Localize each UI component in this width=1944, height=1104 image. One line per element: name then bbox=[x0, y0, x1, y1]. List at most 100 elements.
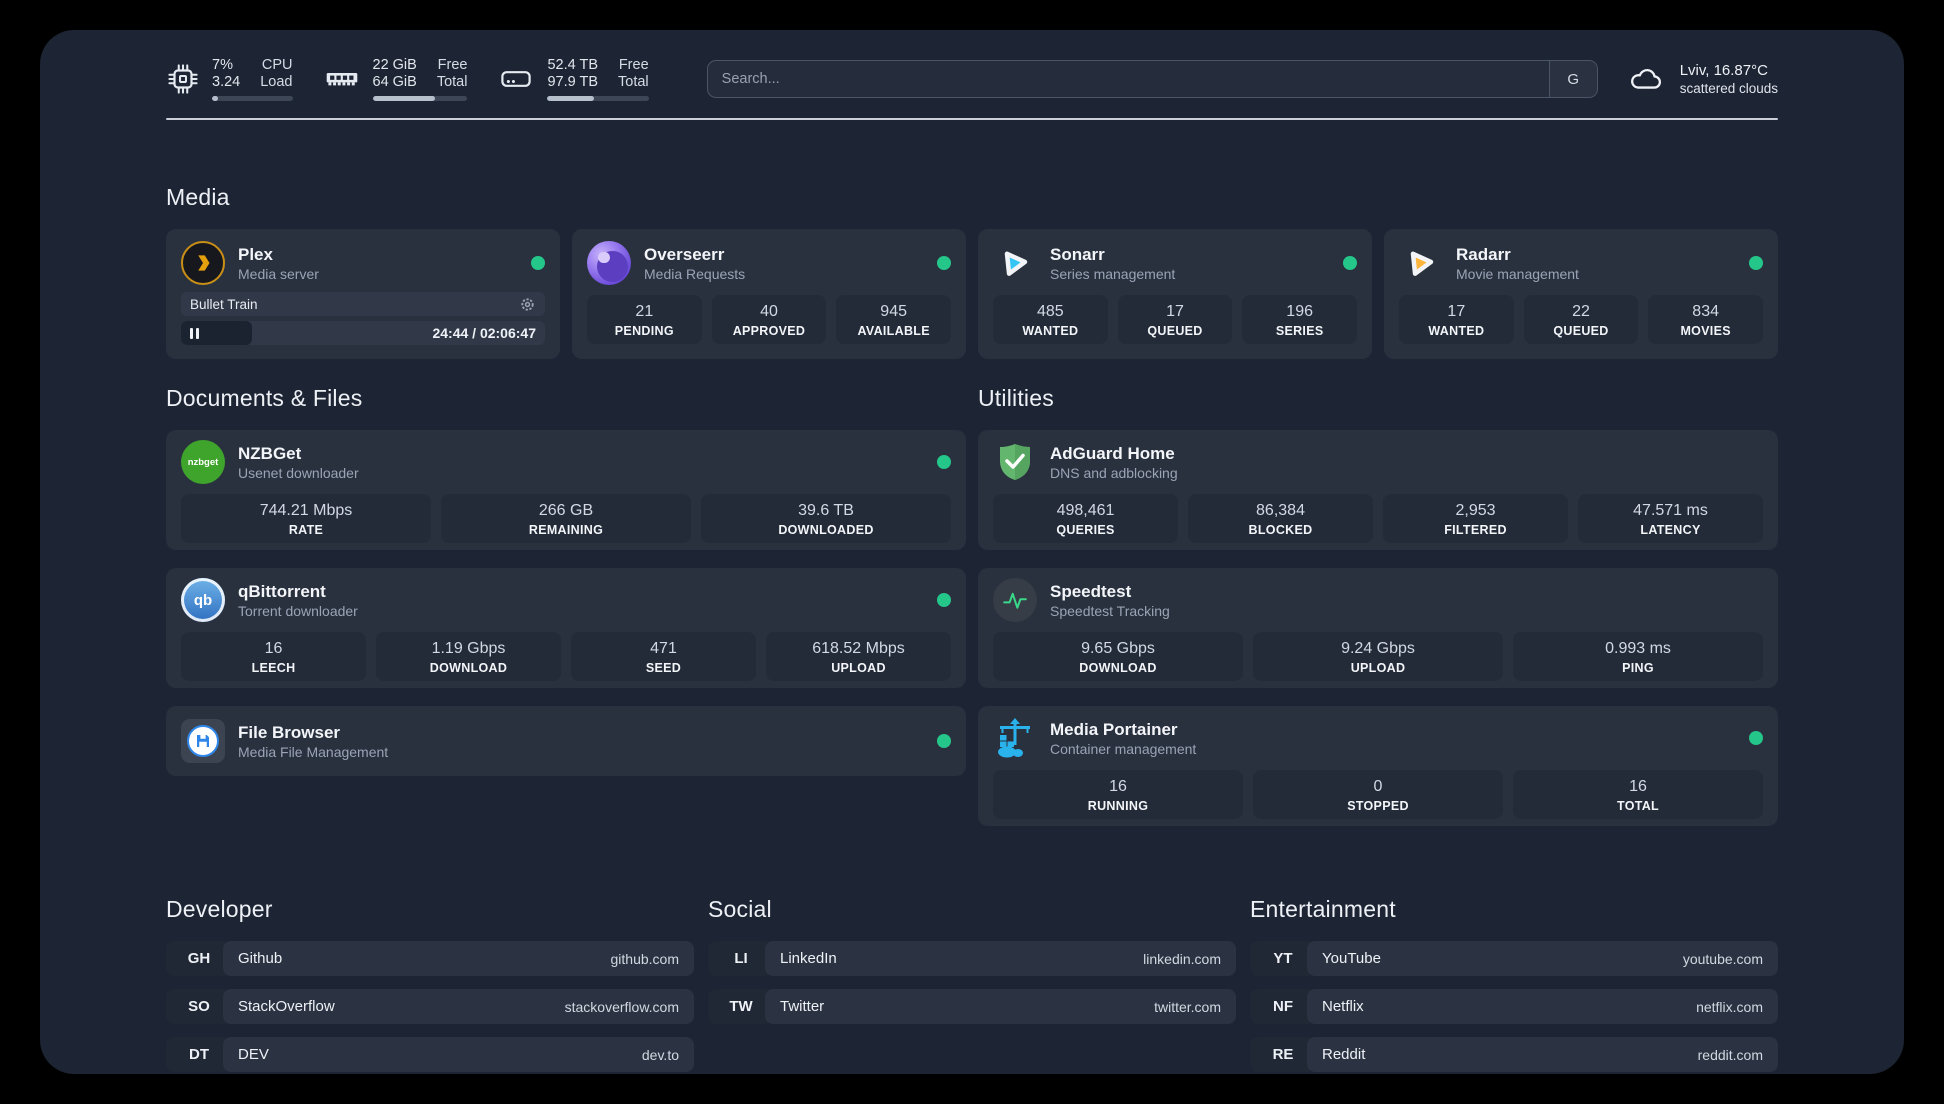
link-row-youtube[interactable]: YT YouTube youtube.com bbox=[1250, 941, 1778, 976]
app-description: DNS and adblocking bbox=[1050, 464, 1178, 481]
header-divider bbox=[166, 118, 1778, 120]
app-card-portainer[interactable]: Media Portainer Container management 16 … bbox=[978, 706, 1778, 826]
link-row-reddit[interactable]: RE Reddit reddit.com bbox=[1250, 1037, 1778, 1072]
stat-label: BLOCKED bbox=[1248, 523, 1313, 537]
memory-usage-bar bbox=[372, 96, 468, 101]
stat-label: LEECH bbox=[251, 661, 296, 675]
stat-label: LATENCY bbox=[1640, 523, 1701, 537]
app-card-speedtest[interactable]: Speedtest Speedtest Tracking 9.65 Gbps D… bbox=[978, 568, 1778, 688]
app-card-plex[interactable]: Plex Media server Bullet Train bbox=[166, 229, 560, 359]
stat-tile: 0 STOPPED bbox=[1253, 770, 1503, 819]
entertainment-links-column: Entertainment YT YouTube youtube.com NF … bbox=[1250, 896, 1778, 1085]
link-url: dev.to bbox=[641, 1046, 679, 1063]
stat-label: DOWNLOAD bbox=[1079, 661, 1157, 675]
stat-tile: 9.65 Gbps DOWNLOAD bbox=[993, 632, 1243, 681]
stat-label: RUNNING bbox=[1087, 799, 1149, 813]
app-name: NZBGet bbox=[238, 443, 302, 463]
link-row-github[interactable]: GH Github github.com bbox=[166, 941, 694, 976]
filebrowser-logo-icon bbox=[181, 719, 225, 763]
social-links-column: Social LI LinkedIn linkedin.com TW Twitt… bbox=[708, 896, 1236, 1085]
app-description: Media File Management bbox=[238, 743, 389, 760]
link-name: Netflix bbox=[1322, 998, 1364, 1015]
link-row-stackoverflow[interactable]: SO StackOverflow stackoverflow.com bbox=[166, 989, 694, 1024]
app-card-sonarr[interactable]: Sonarr Series management 485 WANTED 17 Q… bbox=[978, 229, 1372, 359]
app-card-filebrowser[interactable]: File Browser Media File Management bbox=[166, 706, 966, 776]
stat-tile: 16 LEECH bbox=[181, 632, 366, 681]
link-abbr: DT bbox=[166, 1037, 232, 1072]
cpu-usage-bar bbox=[212, 96, 293, 101]
portainer-logo-icon bbox=[993, 716, 1037, 760]
section-title-entertainment: Entertainment bbox=[1250, 896, 1396, 922]
stat-tile: 17 QUEUED bbox=[1117, 295, 1233, 344]
top-bar: 7% 3.24 CPU Load bbox=[166, 56, 1778, 102]
stat-tile: 40 APPROVED bbox=[711, 295, 827, 344]
link-row-linkedin[interactable]: LI LinkedIn linkedin.com bbox=[708, 941, 1236, 976]
link-url: netflix.com bbox=[1696, 998, 1763, 1015]
stat-value: 16 bbox=[264, 640, 283, 657]
pause-icon bbox=[190, 327, 193, 339]
stat-value: 266 GB bbox=[538, 502, 594, 519]
link-row-netflix[interactable]: NF Netflix netflix.com bbox=[1250, 989, 1778, 1024]
cloud-icon bbox=[1630, 69, 1661, 89]
section-title-utilities: Utilities bbox=[978, 385, 1054, 411]
stat-value: 47.571 ms bbox=[1633, 502, 1708, 519]
qbittorrent-logo-icon: qb bbox=[181, 578, 225, 622]
stat-tile: 485 WANTED bbox=[993, 295, 1108, 344]
stat-tile: 16 TOTAL bbox=[1513, 770, 1763, 819]
app-card-nzbget[interactable]: nzbget NZBGet Usenet downloader 744.21 M… bbox=[166, 430, 966, 550]
stat-value: 22 bbox=[1572, 303, 1590, 320]
cpu-metric: 7% 3.24 CPU Load bbox=[166, 57, 293, 101]
app-description: Usenet downloader bbox=[238, 464, 359, 481]
section-title-documents: Documents & Files bbox=[166, 385, 363, 411]
weather-location-temp: Lviv, 16.87°C bbox=[1679, 62, 1768, 79]
link-name: YouTube bbox=[1322, 950, 1381, 967]
link-url: github.com bbox=[610, 950, 679, 967]
stat-tile: 834 MOVIES bbox=[1648, 295, 1763, 344]
stat-label: DOWNLOADED bbox=[778, 523, 874, 537]
status-online-dot bbox=[1749, 256, 1763, 270]
stat-tile: 498,461 QUERIES bbox=[993, 494, 1178, 543]
stat-value: 498,461 bbox=[1056, 502, 1115, 519]
link-name: LinkedIn bbox=[780, 950, 837, 967]
app-card-adguard[interactable]: AdGuard Home DNS and adblocking 498,461 … bbox=[978, 430, 1778, 550]
media-card-grid: Plex Media server Bullet Train bbox=[166, 229, 1778, 359]
stat-value: 39.6 TB bbox=[798, 502, 854, 519]
app-card-radarr[interactable]: Radarr Movie management 17 WANTED 22 QUE… bbox=[1384, 229, 1778, 359]
link-abbr: GH bbox=[166, 941, 232, 976]
link-row-twitter[interactable]: TW Twitter twitter.com bbox=[708, 989, 1236, 1024]
storage-free-value: 52.4 TB bbox=[547, 57, 599, 73]
search-engine-button[interactable]: G bbox=[1548, 61, 1597, 97]
app-card-qbittorrent[interactable]: qb qBittorrent Torrent downloader 16 LEE… bbox=[166, 568, 966, 688]
link-url: twitter.com bbox=[1154, 998, 1221, 1015]
memory-free-value: 22 GiB bbox=[372, 57, 417, 73]
status-online-dot bbox=[531, 256, 545, 270]
section-title-social: Social bbox=[708, 896, 772, 922]
weather-condition: scattered clouds bbox=[1679, 81, 1778, 96]
stat-label: TOTAL bbox=[1616, 799, 1659, 813]
stat-value: 744.21 Mbps bbox=[259, 502, 353, 519]
playback-progress-bar[interactable]: 24:44 / 02:06:47 bbox=[181, 321, 545, 345]
stat-value: 16 bbox=[1629, 778, 1647, 795]
nzbget-logo-icon: nzbget bbox=[181, 440, 225, 484]
developer-links-column: Developer GH Github github.com SO StackO… bbox=[166, 896, 694, 1085]
app-description: Speedtest Tracking bbox=[1050, 602, 1170, 619]
search-input[interactable] bbox=[707, 61, 1549, 97]
cpu-usage-label: CPU bbox=[261, 57, 293, 73]
playback-time: 24:44 / 02:06:47 bbox=[432, 325, 536, 341]
stat-value: 485 bbox=[1036, 303, 1064, 320]
memory-total-value: 64 GiB bbox=[372, 74, 417, 90]
storage-total-value: 97.9 TB bbox=[547, 74, 599, 90]
stat-label: WANTED bbox=[1022, 324, 1079, 338]
overseerr-logo-icon bbox=[587, 241, 631, 285]
now-playing-title: Bullet Train bbox=[190, 296, 258, 312]
stat-tile: 21 PENDING bbox=[587, 295, 702, 344]
cpu-load-label: Load bbox=[260, 74, 293, 90]
stat-value: 2,953 bbox=[1455, 502, 1496, 519]
link-row-dev[interactable]: DT DEV dev.to bbox=[166, 1037, 694, 1072]
stat-label: REMAINING bbox=[528, 523, 604, 537]
cpu-load-value: 3.24 bbox=[212, 74, 241, 90]
storage-usage-bar bbox=[547, 96, 649, 101]
app-card-overseerr[interactable]: Overseerr Media Requests 21 PENDING 40 A… bbox=[572, 229, 966, 359]
app-name: Media Portainer bbox=[1050, 719, 1178, 739]
session-settings-icon[interactable] bbox=[519, 296, 536, 313]
